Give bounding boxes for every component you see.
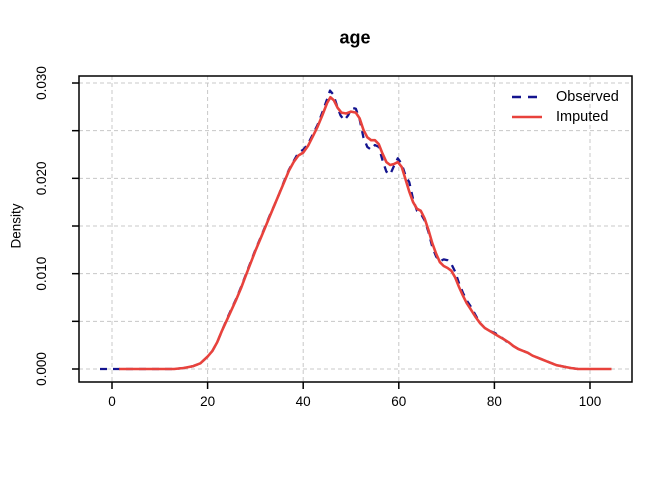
imputed-curve	[119, 96, 612, 371]
imputed-line-sample	[512, 115, 542, 119]
y-tick-label: 0.030	[34, 66, 49, 100]
y-axis-label: Density	[8, 203, 24, 249]
y-tick-label: 0.000	[34, 352, 49, 386]
x-tick-label: 20	[200, 394, 215, 409]
x-tick-label: 0	[108, 394, 116, 409]
legend-label-observed: Observed	[556, 89, 619, 105]
x-tick-label: 80	[487, 394, 502, 409]
legend-item-observed: Observed	[511, 88, 619, 106]
observed-line-sample	[512, 95, 542, 99]
x-tick-label: 60	[391, 394, 406, 409]
legend-label-imputed: Imputed	[556, 109, 609, 125]
plot-frame	[78, 75, 633, 383]
observed-curve	[100, 89, 579, 371]
plot-title: age	[339, 27, 371, 48]
y-tick-label: 0.010	[34, 257, 49, 291]
legend-item-imputed: Imputed	[511, 108, 619, 126]
legend: Observed Imputed	[511, 88, 619, 126]
x-tick-label: 100	[579, 394, 602, 409]
x-tick-label: 40	[296, 394, 311, 409]
y-tick-label: 0.020	[34, 161, 49, 195]
